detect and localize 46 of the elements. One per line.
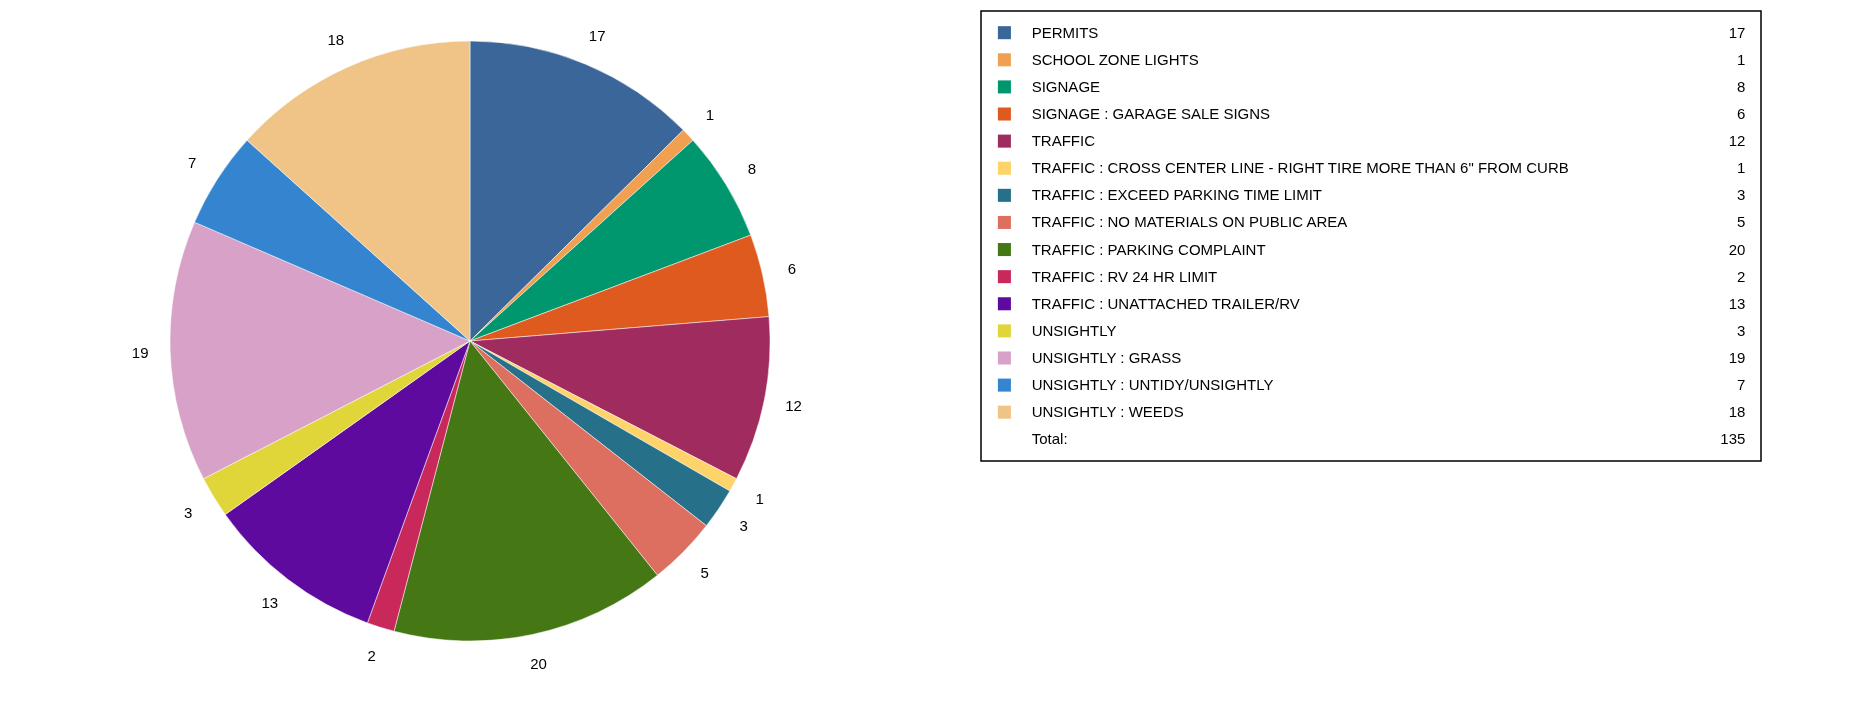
data-label: 3 <box>183 503 193 521</box>
legend-label: TRAFFIC : PARKING COMPLAINT <box>1031 240 1266 258</box>
legend-label: UNSIGHTLY : WEEDS <box>1031 403 1184 421</box>
legend-label: UNSIGHTLY <box>1031 321 1117 339</box>
legend-label: SIGNAGE : GARAGE SALE SIGNS <box>1031 105 1271 123</box>
legend-label: TRAFFIC : UNATTACHED TRAILER/RV <box>1031 294 1300 312</box>
text: 19 <box>1728 348 1746 366</box>
legend-label: TRAFFIC <box>1031 132 1096 150</box>
text: 3 <box>1737 321 1746 339</box>
text: 8 <box>1737 77 1746 95</box>
text: Total: 135 <box>1031 430 1746 448</box>
data-label: 19 <box>131 343 149 361</box>
text: 5 <box>1737 213 1746 231</box>
text: 13 <box>1728 294 1746 312</box>
data-label: 8 <box>747 160 757 178</box>
data-label: 20 <box>530 654 547 672</box>
text: 6 <box>1737 105 1746 123</box>
data-label: 13 <box>261 594 279 612</box>
data-label: 2 <box>367 647 376 665</box>
legend-label: UNSIGHTLY : UNTIDY/UNSIGHTLY <box>1031 376 1274 394</box>
text: 7 <box>1737 376 1746 394</box>
text: 1 <box>1737 159 1746 177</box>
data-label: 1 <box>705 105 715 123</box>
legend-label: TRAFFIC : EXCEED PARKING TIME LIMIT <box>1031 186 1323 204</box>
data-label: 1 <box>755 490 764 508</box>
data-label: 12 <box>785 396 802 414</box>
data-label: 5 <box>700 563 709 581</box>
data-label: 7 <box>188 153 197 171</box>
legend-label: TRAFFIC : CROSS CENTER LINE - RIGHT TIRE MORE THAN 6" FROM CURB <box>1031 159 1569 177</box>
text: 1 <box>1737 50 1746 68</box>
legend-label: SIGNAGE <box>1031 77 1101 95</box>
text: 2 <box>1737 267 1746 285</box>
text: 12 <box>1728 132 1746 150</box>
legend-label: TRAFFIC : RV 24 HR LIMIT <box>1031 267 1218 285</box>
data-label: 18 <box>327 30 345 48</box>
data-label: 3 <box>739 516 748 534</box>
data-label: 17 <box>588 27 606 45</box>
legend-label: TRAFFIC : NO MATERIALS ON PUBLIC AREA <box>1031 213 1348 231</box>
text: 18 <box>1728 403 1746 421</box>
legend-label: SCHOOL ZONE LIGHTS <box>1031 50 1199 68</box>
text: 3 <box>1737 186 1746 204</box>
text: 17 <box>1728 23 1746 41</box>
legend-label: PERMITS <box>1031 23 1099 41</box>
data-label: 6 <box>787 259 797 277</box>
legend-label: UNSIGHTLY : GRASS <box>1031 348 1182 366</box>
text: 20 <box>1728 240 1746 258</box>
